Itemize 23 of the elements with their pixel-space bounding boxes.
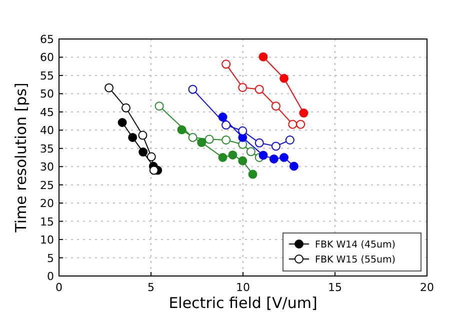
y-tick-label: 50	[40, 88, 54, 101]
y-tick-label: 65	[40, 33, 54, 46]
legend-label: FBK W15 (55um)	[315, 254, 396, 266]
y-tick-label: 40	[40, 124, 54, 138]
x-tick-label: 10	[236, 281, 250, 294]
x-tick-label: 5	[148, 281, 154, 294]
y-tick-label: 5	[47, 252, 54, 265]
x-tick-label: 0	[56, 281, 62, 294]
y-tick-label: 15	[40, 215, 54, 228]
y-tick-label: 0	[47, 270, 54, 283]
y-tick-label: 60	[40, 51, 54, 64]
y-tick-label: 30	[40, 160, 54, 174]
y-tick-label: 55	[40, 69, 54, 82]
y-tick-label: 45	[40, 106, 54, 119]
y-tick-label: 10	[40, 234, 54, 247]
x-axis-title: Electric field [V/um]	[168, 294, 318, 312]
x-tick-label: 15	[328, 281, 342, 294]
x-tick-label: 20	[420, 281, 434, 294]
y-axis-title: Time resolution [ps]	[12, 82, 30, 234]
y-tick-label: 20	[40, 197, 54, 210]
legend-label: FBK W14 (45um)	[315, 240, 396, 250]
y-tick-label: 35	[40, 142, 54, 156]
y-tick-label: 25	[40, 178, 54, 192]
